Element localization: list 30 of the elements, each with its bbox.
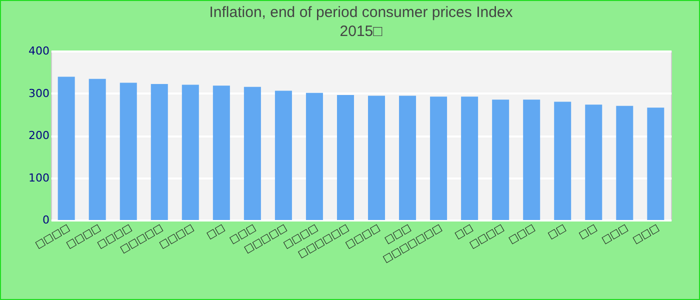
bar [554, 102, 572, 220]
bar [274, 90, 292, 220]
bar [58, 76, 75, 220]
bar [647, 108, 664, 220]
bar [306, 92, 323, 220]
bar [523, 100, 540, 220]
bar [616, 106, 634, 220]
bar [88, 78, 106, 220]
y-tick-label: 0 [42, 214, 50, 226]
bar [212, 86, 230, 220]
bar [244, 86, 261, 220]
bar [368, 96, 386, 220]
y-tick-label: 400 [28, 44, 50, 58]
bar [461, 96, 478, 220]
y-tick-label: 300 [28, 86, 50, 100]
x-tick-label: □□ [577, 222, 600, 242]
x-tick-label: □□ [546, 222, 568, 242]
chart-title: Inflation, end of period consumer prices Index [209, 4, 514, 21]
bar [399, 96, 416, 220]
y-tick-label: 200 [28, 129, 50, 142]
bar [182, 84, 199, 220]
bar [585, 104, 602, 220]
bar [430, 96, 448, 220]
bar [150, 84, 168, 220]
bar [120, 82, 137, 220]
y-tick-label: 100 [28, 171, 50, 184]
bar [492, 100, 510, 220]
bar [336, 94, 354, 220]
chart-subtitle: 2015□ [340, 23, 384, 40]
x-tick-label: □□ [205, 222, 227, 242]
